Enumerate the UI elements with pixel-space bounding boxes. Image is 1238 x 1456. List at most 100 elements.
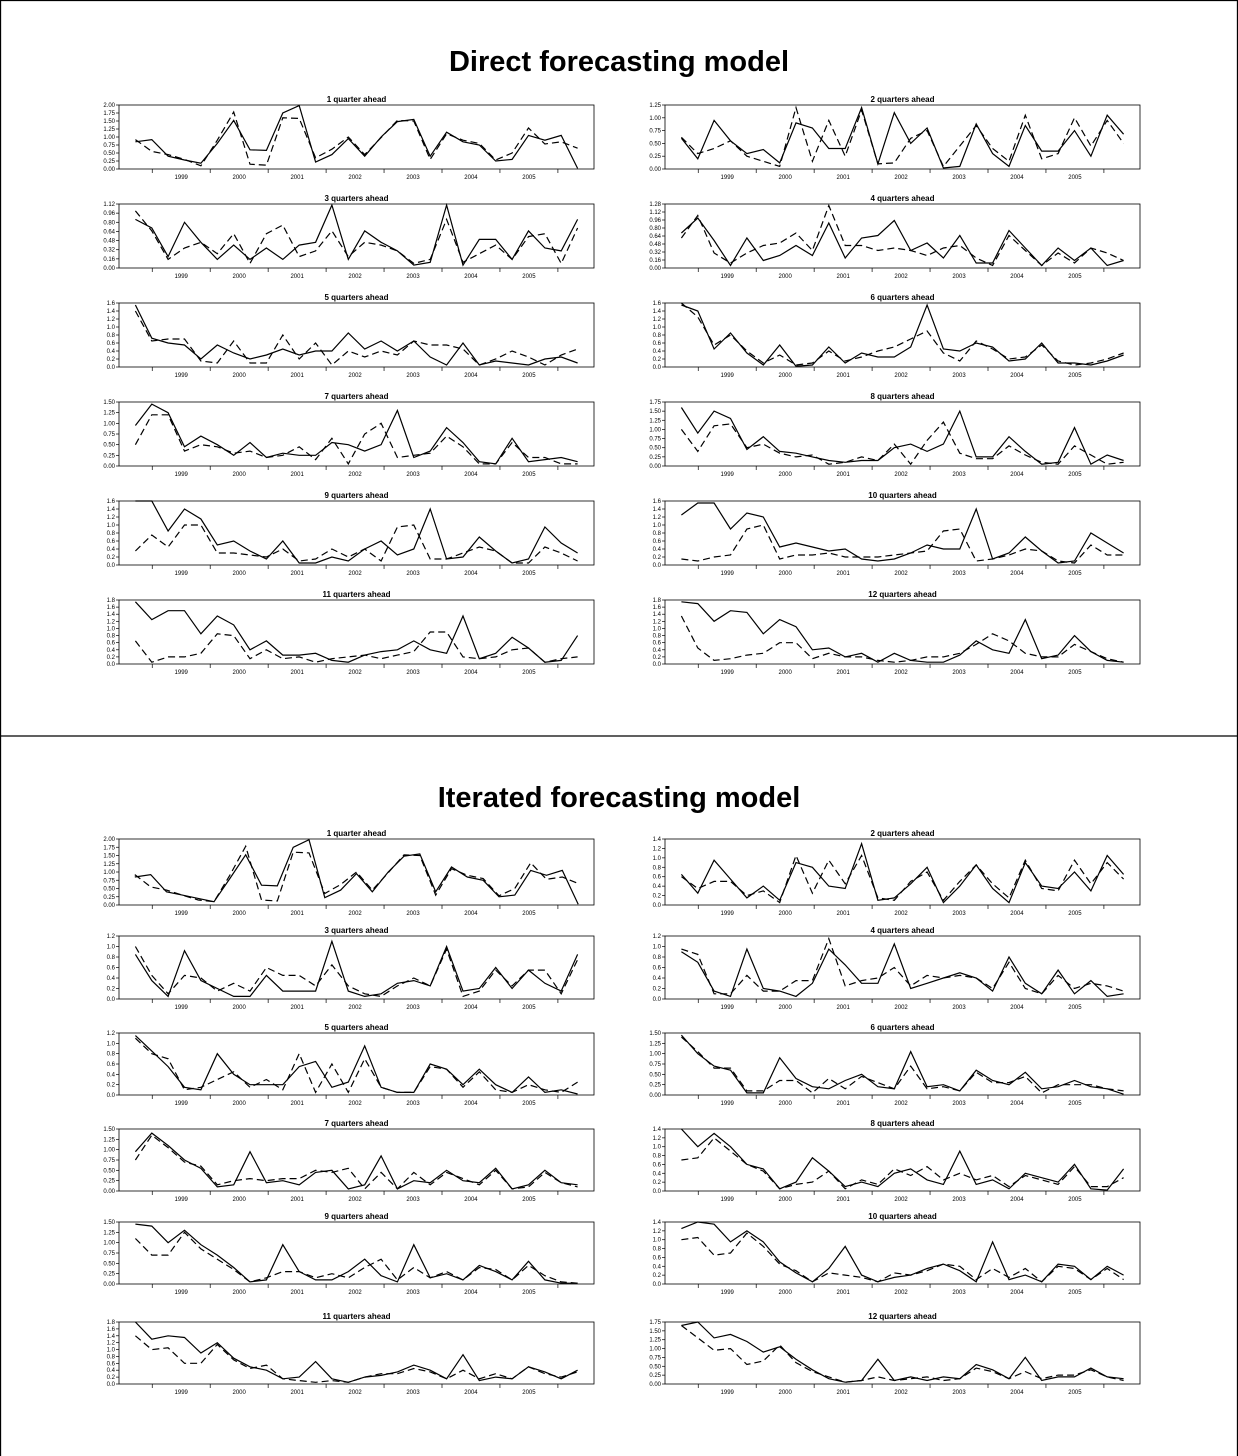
- y-tick-label: 1.2: [653, 619, 662, 625]
- x-tick-label: 2002: [348, 472, 362, 478]
- y-tick-label: 1.0: [653, 856, 662, 862]
- x-tick-label: 2002: [894, 1197, 908, 1203]
- panel-16: 4 quarters ahead 0.0 0.2 0.4 0.6 0.8 1.0 1.2 199…: [653, 926, 1141, 1011]
- y-tick-label: 0.6: [653, 966, 662, 972]
- x-tick-label: 2005: [522, 571, 536, 577]
- y-tick-label: 0.8: [653, 1154, 662, 1160]
- y-tick-label: 0.2: [653, 1180, 662, 1186]
- y-tick-label: 1.0: [107, 1348, 116, 1354]
- x-tick-label: 2000: [232, 1390, 246, 1396]
- panel-title: 2 quarters ahead: [870, 95, 934, 104]
- panel-6: 6 quarters ahead 0.0 0.2 0.4 0.6 0.8 1.0 1.2 1.4…: [653, 293, 1141, 379]
- series-dashed-line: [134, 631, 578, 663]
- x-tick-label: 2003: [952, 1101, 966, 1107]
- series-dashed-line: [680, 105, 1125, 168]
- y-tick-label: 0.4: [107, 1072, 116, 1078]
- y-tick-label: 1.4: [107, 612, 116, 618]
- x-tick-label: 2001: [290, 670, 304, 676]
- series-dashed-line: [135, 1335, 578, 1383]
- y-tick-label: 0.0: [653, 563, 662, 569]
- x-tick-label: 2002: [894, 472, 908, 478]
- x-tick-label: 2002: [894, 175, 908, 181]
- x-tick-label: 2002: [348, 911, 362, 917]
- panel-24: 12 quarters ahead 0.00 0.25 0.50 0.75 1.00 1.2…: [649, 1312, 1141, 1396]
- series-dashed-line: [134, 524, 578, 564]
- x-tick-label: 2003: [952, 1005, 966, 1011]
- y-tick-label: 0.8: [107, 1354, 116, 1360]
- x-tick-label: 2000: [778, 373, 792, 379]
- y-tick-label: 0.75: [649, 129, 661, 135]
- x-tick-label: 2004: [464, 1197, 478, 1203]
- x-tick-label: 2002: [894, 571, 908, 577]
- x-tick-label: 2005: [522, 911, 536, 917]
- x-tick-label: 1999: [175, 1290, 189, 1296]
- y-tick-label: 1.6: [653, 499, 662, 505]
- series-solid-line: [134, 403, 578, 465]
- y-tick-label: 0.6: [107, 641, 116, 647]
- y-tick-label: 0.25: [103, 895, 115, 901]
- x-tick-label: 2005: [1068, 1005, 1082, 1011]
- y-tick-label: 0.16: [649, 258, 661, 264]
- y-tick-label: 0.2: [107, 555, 116, 561]
- x-tick-label: 2004: [464, 175, 478, 181]
- y-tick-label: 1.4: [653, 309, 662, 315]
- y-tick-label: 0.8: [107, 333, 116, 339]
- panel-21: 9 quarters ahead 0.00 0.25 0.50 0.75 1.00 1.25…: [103, 1212, 595, 1296]
- x-tick-label: 2005: [1068, 571, 1082, 577]
- y-tick-label: 0.75: [649, 1355, 661, 1361]
- x-tick-label: 2000: [232, 911, 246, 917]
- y-tick-label: 1.6: [653, 301, 662, 307]
- y-tick-label: 0.4: [107, 976, 116, 982]
- panel-title: 7 quarters ahead: [324, 1119, 388, 1128]
- y-tick-label: 0.00: [103, 167, 115, 173]
- x-tick-label: 2004: [1010, 1290, 1024, 1296]
- y-tick-label: 0.6: [107, 1062, 116, 1068]
- x-tick-label: 2005: [1068, 1390, 1082, 1396]
- x-tick-label: 2001: [290, 472, 304, 478]
- y-tick-label: 1.2: [653, 1136, 662, 1142]
- y-tick-label: 1.00: [103, 421, 115, 427]
- x-tick-label: 2000: [232, 175, 246, 181]
- y-tick-label: 1.0: [653, 1238, 662, 1244]
- panel-11: 11 quarters ahead0.00.20.40.60.81.01.21.…: [107, 590, 595, 676]
- y-tick-label: 0.25: [649, 154, 661, 160]
- panel-9: 9 quarters ahead 0.0 0.2 0.4 0.6 0.8 1.0 1.2 1.4…: [107, 491, 595, 577]
- panel-19: 7 quarters ahead 0.00 0.25 0.50 0.75 1.00 1.25…: [103, 1119, 595, 1203]
- panel-title: 12 quarters ahead: [868, 590, 937, 599]
- panel-title: 8 quarters ahead: [870, 1119, 934, 1128]
- x-tick-label: 2002: [894, 1005, 908, 1011]
- y-tick-label: 0.48: [649, 242, 661, 248]
- plot-area: [118, 1321, 595, 1385]
- x-tick-label: 2004: [464, 1290, 478, 1296]
- plot-area: [118, 599, 595, 665]
- x-tick-label: 2001: [290, 274, 304, 280]
- y-tick-label: 0.2: [653, 357, 662, 363]
- x-tick-label: 2005: [522, 1290, 536, 1296]
- x-tick-label: 2003: [952, 274, 966, 280]
- x-tick-label: 2002: [894, 274, 908, 280]
- y-tick-label: 1.00: [103, 135, 115, 141]
- x-tick-label: 2002: [894, 1101, 908, 1107]
- y-tick-label: 1.50: [103, 119, 115, 125]
- y-tick-label: 0.75: [649, 437, 661, 443]
- y-tick-label: 0.6: [107, 539, 116, 545]
- x-tick-label: 1999: [721, 670, 735, 676]
- x-tick-label: 2002: [348, 571, 362, 577]
- series-dashed-line: [681, 524, 1124, 564]
- panel-18: 6 quarters ahead 0.00 0.25 0.50 0.75 1.00 1.25…: [649, 1023, 1141, 1107]
- x-tick-label: 2000: [778, 1005, 792, 1011]
- y-tick-label: 0.50: [649, 446, 661, 452]
- x-tick-label: 2005: [1068, 472, 1082, 478]
- panel-22: 10 quarters ahead 0.0 0.2 0.4 0.6 0.8 1.0 1.2 1.…: [653, 1212, 1141, 1296]
- y-tick-label: 0.6: [107, 966, 116, 972]
- series-solid-line: [681, 502, 1124, 564]
- y-tick-label: 1.2: [653, 1229, 662, 1235]
- panel-17: 5 quarters ahead 0.0 0.2 0.4 0.6 0.8 1.0 1.2 199…: [107, 1023, 595, 1107]
- y-tick-label: 0.50: [103, 151, 115, 157]
- x-tick-label: 2002: [894, 670, 908, 676]
- x-tick-label: 1999: [721, 1390, 735, 1396]
- x-tick-label: 2005: [522, 373, 536, 379]
- y-tick-label: 1.50: [103, 400, 115, 406]
- x-tick-label: 2002: [348, 175, 362, 181]
